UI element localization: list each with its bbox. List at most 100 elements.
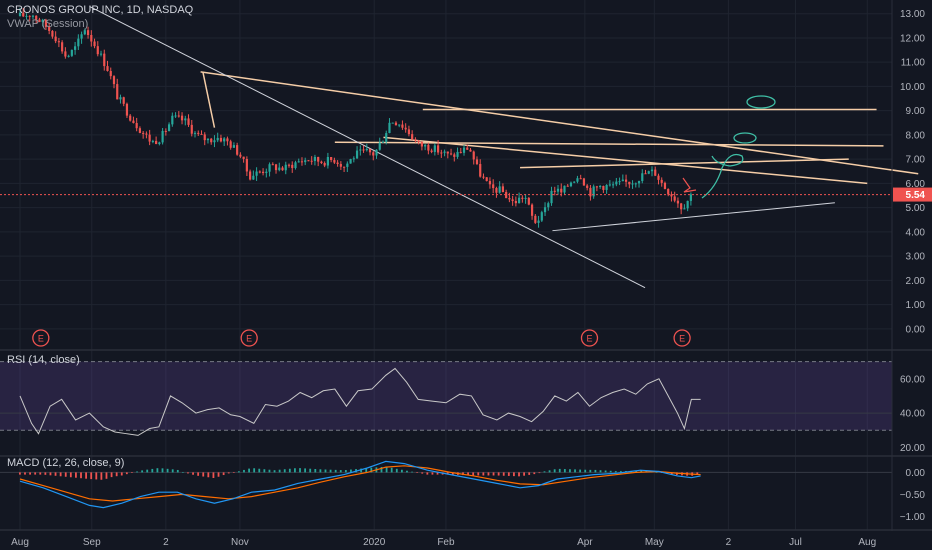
macd-histogram-bar [44, 472, 47, 475]
time-tick-label: Nov [231, 537, 249, 548]
macd-histogram-bar [181, 472, 184, 473]
macd-histogram-bar [558, 468, 561, 473]
candle-body [287, 164, 291, 166]
candle-body [31, 15, 35, 17]
candle-body [495, 188, 498, 193]
candle-body [210, 138, 213, 143]
macd-histogram-bar [95, 472, 98, 480]
macd-histogram-bar [497, 472, 500, 476]
price-tick-label: 7.00 [906, 155, 926, 166]
candle-body [605, 184, 608, 190]
candle-body [670, 194, 673, 197]
macd-histogram-bar [146, 469, 149, 473]
time-tick-label: Feb [437, 537, 455, 548]
earnings-marker-label: E [246, 334, 252, 344]
macd-histogram-bar [431, 472, 434, 475]
candle-body [148, 134, 151, 142]
candle-body [472, 151, 475, 160]
macd-histogram-bar [614, 471, 617, 473]
macd-histogram-bar [253, 468, 256, 473]
candle-body [527, 197, 530, 205]
candle-body [187, 118, 190, 125]
candle-body [304, 160, 307, 163]
macd-histogram-bar [574, 469, 576, 473]
price-tick-label: 0.00 [906, 324, 926, 335]
macd-histogram-bar [406, 470, 408, 473]
candle-body [83, 30, 86, 35]
candle-body [446, 151, 449, 154]
chart-title: CRONOS GROUP INC, 1D, NASDAQ [7, 4, 194, 16]
candle-body [197, 132, 200, 134]
candle-body [683, 208, 686, 210]
macd-histogram-bar [502, 472, 505, 476]
earnings-marker [32, 329, 50, 347]
candle-body [180, 115, 184, 121]
candle-body [602, 185, 605, 190]
candle-body [417, 140, 420, 143]
macd-histogram-bar [635, 470, 638, 473]
candle-body [573, 181, 576, 183]
macd-histogram-bar [54, 472, 57, 476]
macd-histogram-bar [589, 469, 592, 473]
rsi-line [19, 367, 701, 436]
candle-body [249, 171, 252, 180]
candle-body [119, 97, 122, 100]
candle-body [511, 199, 514, 201]
candle-body [508, 198, 511, 200]
candle-body [239, 154, 242, 157]
macd-histogram-bar [548, 470, 551, 473]
macd-tick-label: −0.50 [900, 490, 926, 501]
candle-body [216, 137, 219, 141]
macd-histogram-bar [64, 472, 67, 477]
rsi-tick-label: 40.00 [900, 409, 925, 420]
candle-body [414, 139, 417, 141]
candle-body [485, 177, 488, 182]
candle-body [35, 15, 38, 20]
macd-histogram-bar [426, 472, 429, 475]
price-tick-label: 4.00 [906, 227, 926, 238]
candle-body [330, 156, 333, 161]
candle-body [660, 179, 663, 183]
macd-histogram-bar [131, 472, 133, 473]
candle-body [385, 133, 388, 142]
time-tick-label: 2 [163, 537, 169, 548]
price-tick-label: 2.00 [906, 276, 926, 287]
candle-body [608, 184, 611, 186]
candle-body [346, 163, 349, 167]
macd-histogram-bar [268, 469, 271, 473]
candle-body [547, 203, 550, 208]
candle-body [514, 200, 517, 204]
candle-body [355, 150, 359, 159]
candle-body [294, 162, 297, 169]
time-tick-label: Aug [11, 537, 29, 548]
candle-body [368, 148, 372, 153]
macd-histogram-bar [609, 470, 612, 473]
candle-body [550, 190, 553, 204]
macd-histogram-bar [283, 469, 286, 473]
time-tick-label: 2 [726, 537, 732, 548]
candle-body [223, 138, 226, 142]
candle-body [229, 141, 232, 148]
candle-body [372, 152, 375, 156]
macd-histogram-bar [569, 469, 571, 473]
macd-histogram-bar [619, 471, 622, 473]
macd-histogram-bar [115, 472, 118, 477]
candle-body [44, 19, 48, 27]
earnings-marker-label: E [38, 334, 44, 344]
candle-body [161, 130, 164, 143]
candle-body [424, 144, 427, 147]
candle-body [631, 183, 634, 185]
macd-histogram-bar [212, 472, 215, 478]
macd-histogram-bar [110, 472, 113, 478]
macd-histogram-bar [75, 472, 77, 478]
macd-histogram-bar [319, 469, 322, 473]
macd-histogram-bar [85, 472, 88, 479]
candle-body [462, 147, 466, 153]
candle-body [576, 178, 579, 182]
macd-histogram-bar [507, 472, 510, 476]
macd-histogram-bar [59, 472, 62, 477]
candle-body [624, 179, 628, 182]
candle-body [637, 181, 641, 184]
